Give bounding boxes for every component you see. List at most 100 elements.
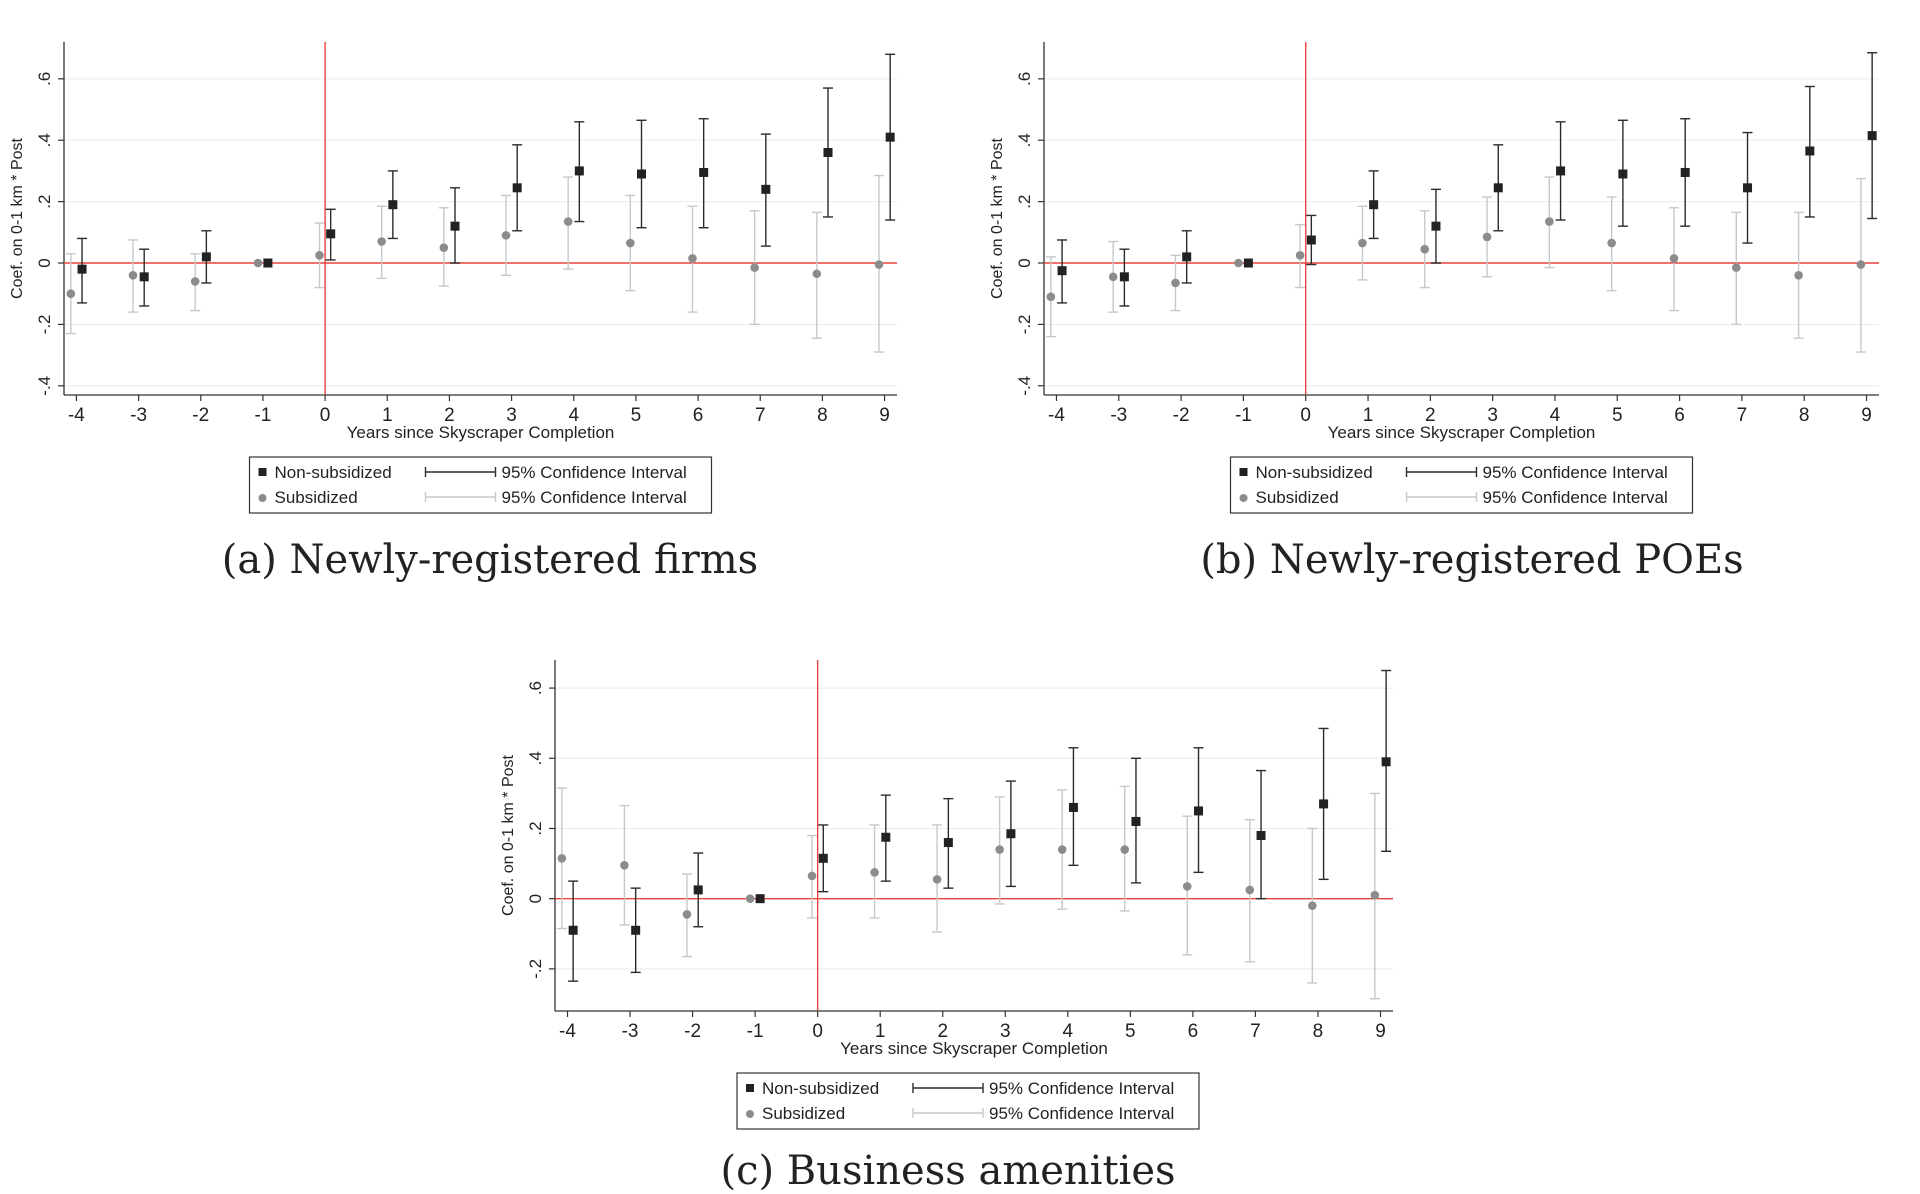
y-tick-label: 0 xyxy=(35,258,54,267)
y-axis-title: Coef. on 0-1 km * Post xyxy=(500,754,517,916)
x-tick-label: -3 xyxy=(622,1021,639,1042)
point-non-subsidized xyxy=(568,925,578,935)
y-tick-label: -.2 xyxy=(526,959,545,979)
x-tick-label: 6 xyxy=(693,405,704,426)
x-tick-label: 5 xyxy=(1125,1021,1136,1042)
point-subsidized xyxy=(1420,244,1430,254)
x-tick-label: 6 xyxy=(1674,405,1685,426)
point-subsidized xyxy=(1545,217,1554,226)
point-non-subsidized xyxy=(631,925,641,935)
legend: Non-subsidized 95% Confidence Interval Sub… xyxy=(1229,456,1694,514)
point-non-subsidized xyxy=(1319,799,1329,809)
x-tick-label: 8 xyxy=(1313,1021,1324,1042)
point-subsidized xyxy=(688,254,697,263)
x-tick-label: 3 xyxy=(506,405,517,426)
point-non-subsidized xyxy=(263,258,273,268)
y-axis-title: Coef. on 0-1 km * Post xyxy=(989,137,1006,299)
caption-a: (a) Newly-registered firms xyxy=(221,537,759,583)
x-tick-label: -1 xyxy=(1235,405,1252,426)
legend-box xyxy=(1229,456,1694,514)
point-subsidized xyxy=(626,238,635,248)
point-non-subsidized xyxy=(1743,183,1753,193)
x-tick-label: 0 xyxy=(812,1021,823,1042)
point-subsidized xyxy=(1607,238,1616,248)
legend-label: 95% Confidence Interval xyxy=(989,1079,1174,1098)
point-non-subsidized xyxy=(388,200,398,210)
point-subsidized xyxy=(874,260,884,269)
x-tick-label: 0 xyxy=(1300,405,1311,426)
point-subsidized xyxy=(682,910,692,919)
x-tick-label: 8 xyxy=(817,405,828,426)
x-tick-label: -3 xyxy=(1110,405,1127,426)
point-non-subsidized xyxy=(943,838,953,848)
x-tick-label: -1 xyxy=(747,1021,764,1042)
point-subsidized xyxy=(190,277,200,286)
x-axis-title: Years since Skyscraper Completion xyxy=(1328,423,1596,442)
point-non-subsidized xyxy=(1369,200,1379,210)
legend-label: 95% Confidence Interval xyxy=(502,463,687,482)
y-tick-label: .2 xyxy=(1015,195,1034,209)
point-non-subsidized xyxy=(1680,167,1690,177)
point-subsidized xyxy=(1171,278,1180,288)
legend: Non-subsidized 95% Confidence Interval Sub… xyxy=(736,1072,1200,1130)
point-non-subsidized xyxy=(201,252,211,262)
x-tick-label: -2 xyxy=(192,405,209,426)
x-tick-label: 1 xyxy=(382,405,393,426)
x-tick-label: 9 xyxy=(879,405,890,426)
x-tick-label: -4 xyxy=(559,1021,576,1042)
x-tick-label: 0 xyxy=(320,405,331,426)
x-axis-title: Years since Skyscraper Completion xyxy=(347,423,615,442)
y-tick-label: 0 xyxy=(526,894,545,903)
legend-label: 95% Confidence Interval xyxy=(989,1104,1174,1123)
x-tick-label: 5 xyxy=(631,405,642,426)
point-subsidized xyxy=(807,871,817,881)
y-tick-label: -.4 xyxy=(35,376,54,396)
legend-label: Non-subsidized xyxy=(1256,463,1373,482)
chart-b: -.4 -.2 0 .2 .4 .6 -4 -3 -2 -1 0 1 2 3 4 5 6 7 8 9 Years sin… xyxy=(989,42,1879,514)
point-non-subsidized xyxy=(1006,829,1016,839)
point-non-subsidized xyxy=(77,264,87,274)
x-tick-label: -1 xyxy=(254,405,271,426)
x-tick-label: -3 xyxy=(130,405,147,426)
x-tick-label: 2 xyxy=(444,405,455,426)
legend-label: 95% Confidence Interval xyxy=(502,488,687,507)
point-subsidized xyxy=(1856,260,1866,269)
y-axis-title: Coef. on 0-1 km * Post xyxy=(9,137,26,299)
point-subsidized xyxy=(1057,845,1067,854)
legend-marker-square xyxy=(746,1084,754,1092)
point-subsidized xyxy=(1308,901,1317,910)
chart-c: -.2 0 .2 .4 .6 -4 -3 -2 -1 0 1 2 3 4 5 6 7 8 9 Years since … xyxy=(500,660,1393,1130)
y-tick-label: .6 xyxy=(35,72,54,86)
point-non-subsidized xyxy=(1556,166,1566,176)
point-non-subsidized xyxy=(755,894,765,904)
point-subsidized xyxy=(128,270,138,280)
point-subsidized xyxy=(1120,845,1130,854)
point-subsidized xyxy=(1108,272,1118,282)
point-non-subsidized xyxy=(885,132,895,142)
point-subsidized xyxy=(501,231,511,240)
chart-a: -.4 -.2 0 .2 .4 .6 -4 -3 -2 -1 0 1 2 3 4 5 6 7 8 9 Years sin… xyxy=(9,42,897,514)
point-subsidized xyxy=(439,243,449,252)
point-subsidized xyxy=(745,894,755,903)
y-tick-label: .4 xyxy=(35,133,54,147)
legend: Non-subsidized 95% Confidence Interval Sub… xyxy=(248,456,713,514)
x-tick-label: -4 xyxy=(1048,405,1065,426)
point-non-subsidized xyxy=(1306,235,1316,245)
x-tick-label: 7 xyxy=(1737,405,1748,426)
point-non-subsidized xyxy=(637,169,647,179)
legend-label: Non-subsidized xyxy=(762,1079,879,1098)
x-tick-label: 2 xyxy=(1425,405,1436,426)
point-non-subsidized xyxy=(1618,169,1628,179)
y-tick-label: .2 xyxy=(35,195,54,209)
point-non-subsidized xyxy=(512,183,522,193)
legend-marker-circle xyxy=(746,1110,754,1118)
point-non-subsidized xyxy=(139,272,149,282)
x-tick-label: 1 xyxy=(1363,405,1374,426)
point-subsidized xyxy=(812,269,822,279)
point-non-subsidized xyxy=(326,229,336,239)
legend-marker-square xyxy=(1239,468,1248,476)
point-subsidized xyxy=(1046,292,1056,302)
caption-b: (b) Newly-registered POEs xyxy=(1200,537,1744,583)
point-non-subsidized xyxy=(1131,816,1141,826)
